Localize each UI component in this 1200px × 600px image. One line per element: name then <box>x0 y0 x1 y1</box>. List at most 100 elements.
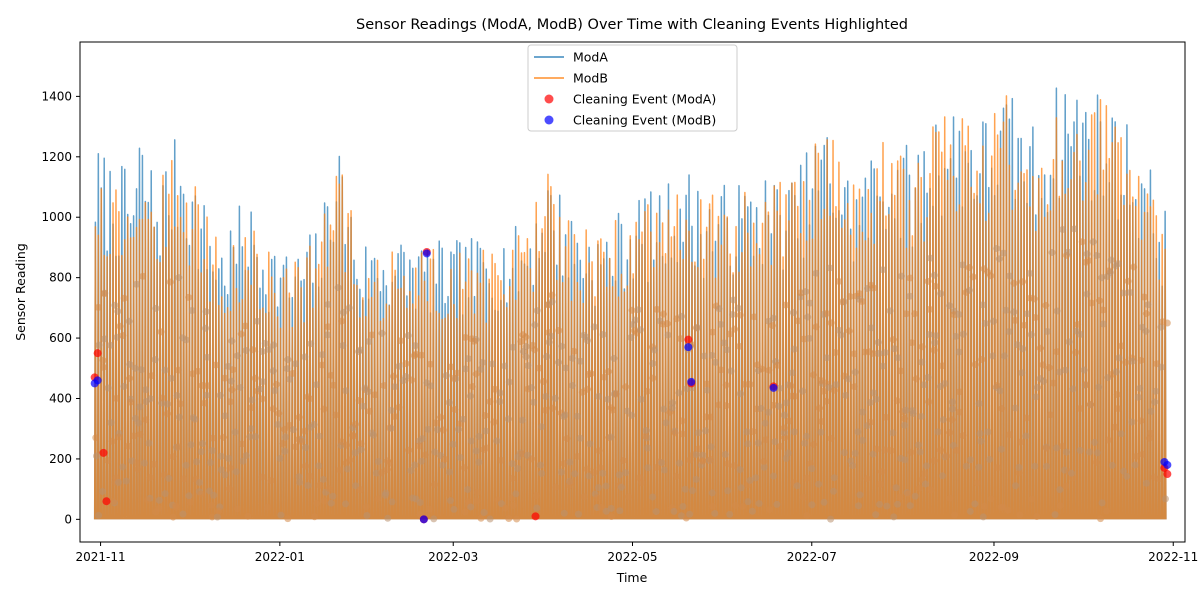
reading-dot <box>1146 429 1154 437</box>
reading-dot <box>1017 438 1025 446</box>
reading-dot <box>959 330 967 338</box>
reading-dot <box>112 394 120 402</box>
reading-dot <box>715 401 723 409</box>
y-tick-label: 1400 <box>41 89 72 103</box>
reading-dot <box>793 482 801 490</box>
scatter-cleaning-event-modb- <box>90 249 1172 524</box>
reading-dot <box>1136 384 1144 392</box>
reading-dot <box>1032 393 1040 401</box>
reading-dot <box>166 278 174 286</box>
reading-dot <box>938 472 946 480</box>
reading-dot <box>754 439 762 447</box>
reading-dot <box>881 349 889 357</box>
reading-dot <box>371 391 379 399</box>
reading-dot <box>365 338 373 346</box>
reading-dot <box>446 468 454 476</box>
reading-dot <box>320 497 328 505</box>
reading-dot <box>119 463 127 471</box>
reading-dot <box>803 474 811 482</box>
reading-dot <box>382 489 390 497</box>
reading-dot <box>234 505 242 513</box>
reading-dot <box>251 374 259 382</box>
reading-dot <box>1023 310 1031 318</box>
reading-dot <box>627 333 635 341</box>
reading-dot <box>92 452 100 460</box>
reading-dot <box>567 478 575 486</box>
reading-dot <box>870 389 878 397</box>
reading-dot <box>844 375 852 383</box>
reading-dot <box>157 328 165 336</box>
reading-dot <box>1004 506 1012 514</box>
reading-dot <box>773 500 781 508</box>
reading-dot <box>841 391 849 399</box>
reading-dot <box>875 349 883 357</box>
reading-dot <box>686 510 694 518</box>
reading-dot <box>120 294 128 302</box>
reading-dot <box>343 441 351 449</box>
reading-dot <box>975 400 983 408</box>
reading-dot <box>1068 469 1076 477</box>
reading-dot <box>344 465 352 473</box>
y-tick-label: 1000 <box>41 210 72 224</box>
reading-dot <box>441 455 449 463</box>
reading-dot <box>975 463 983 471</box>
reading-dot <box>241 322 249 330</box>
reading-dot <box>715 305 723 313</box>
reading-dot <box>327 371 335 379</box>
reading-dot <box>208 501 216 509</box>
reading-dot <box>475 458 483 466</box>
reading-dot <box>480 509 488 517</box>
reading-dot <box>274 420 282 428</box>
reading-dot <box>1056 486 1064 494</box>
reading-dot <box>851 449 859 457</box>
reading-dot <box>404 446 412 454</box>
reading-dot <box>869 450 877 458</box>
reading-dot <box>1095 383 1103 391</box>
reading-dot <box>1006 272 1014 280</box>
reading-dot <box>150 460 158 468</box>
reading-dot <box>660 405 668 413</box>
reading-dot <box>133 280 141 288</box>
reading-dot <box>707 443 715 451</box>
reading-dot <box>418 435 426 443</box>
reading-dot <box>378 469 386 477</box>
reading-dot <box>332 411 340 419</box>
reading-dot <box>596 464 604 472</box>
reading-dot <box>948 405 956 413</box>
reading-dot <box>142 416 150 424</box>
reading-dot <box>971 360 979 368</box>
reading-dot <box>202 324 210 332</box>
reading-dot <box>203 382 211 390</box>
reading-dot <box>1113 391 1121 399</box>
reading-dot <box>1090 438 1098 446</box>
reading-dot <box>151 356 159 364</box>
reading-dot <box>415 442 423 450</box>
reading-dot <box>669 399 677 407</box>
reading-dot <box>1092 458 1100 466</box>
reading-dot <box>161 490 169 498</box>
reading-dot <box>365 407 373 415</box>
reading-dot <box>1103 507 1111 515</box>
reading-dot <box>505 514 513 522</box>
reading-dot <box>1087 299 1095 307</box>
reading-dot <box>889 336 897 344</box>
reading-dot <box>803 512 811 520</box>
reading-dot <box>580 493 588 501</box>
reading-dot <box>298 438 306 446</box>
reading-dot <box>108 437 116 445</box>
reading-dot <box>736 466 744 474</box>
reading-dot <box>482 427 490 435</box>
reading-dot <box>771 438 779 446</box>
reading-dot <box>578 388 586 396</box>
reading-dot <box>846 293 854 301</box>
legend: ModA ModB Cleaning Event (ModA) Cleaning Ev… <box>527 44 738 132</box>
reading-dot <box>339 341 347 349</box>
legend-frame <box>527 44 738 132</box>
reading-dot <box>893 397 901 405</box>
reading-dot <box>319 475 327 483</box>
reading-dot <box>427 382 435 390</box>
reading-dot <box>1028 495 1036 503</box>
reading-dot <box>965 264 973 272</box>
reading-dot <box>1022 432 1030 440</box>
